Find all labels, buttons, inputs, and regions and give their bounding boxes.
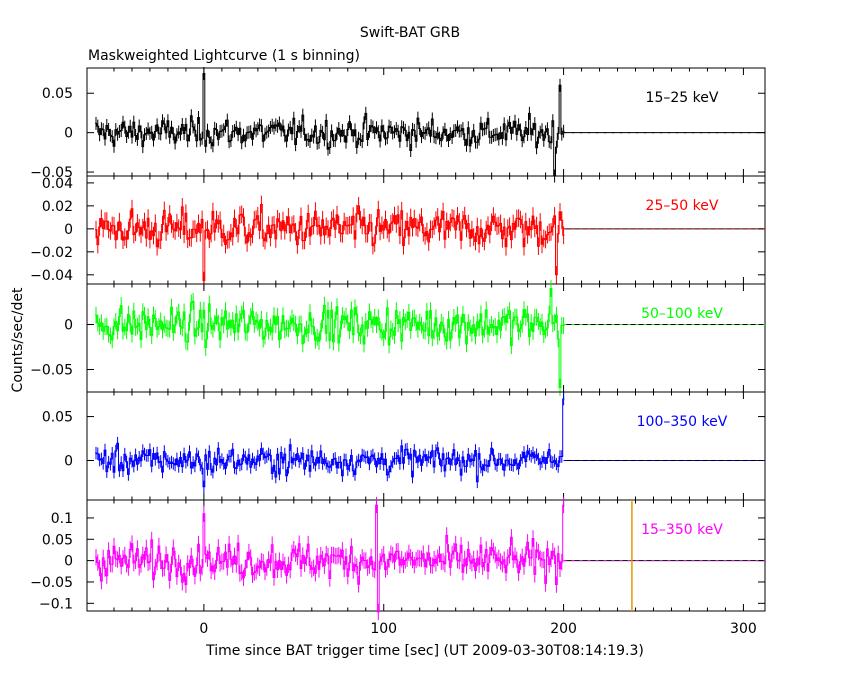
- band-label: 25–50 keV: [646, 198, 719, 214]
- panel-frame: [86, 391, 766, 501]
- light-curve: [95, 288, 565, 388]
- panel-2: −0.04 −0.02 0 0.02 0.04 25–50 keV: [30, 175, 766, 290]
- error-bars: [95, 195, 565, 290]
- panel-5: −0.1 −0.05 0 0.05 0.1 15–350 keV: [30, 496, 766, 621]
- error-bars: [95, 67, 565, 183]
- error-bars: [95, 496, 565, 621]
- y-tick-label: 0.1: [51, 511, 73, 527]
- panel-4: 0 0.05 100–350 keV: [42, 391, 766, 501]
- y-tick-label: −0.05: [30, 575, 73, 591]
- chart-subtitle: Maskweighted Lightcurve (1 s binning): [88, 48, 360, 64]
- y-tick-label: −0.05: [30, 363, 73, 379]
- panel-group: −0.05 0 0.05 15–25 keV −0.04 −0.02 0 0.02 0.04 25…: [30, 67, 766, 637]
- y-tick-label: 0.05: [42, 532, 73, 548]
- light-curve: [95, 73, 565, 177]
- light-curve: [95, 398, 565, 488]
- error-bars: [95, 392, 565, 494]
- band-label: 15–350 keV: [641, 522, 723, 538]
- chart-title: Swift-BAT GRB: [360, 25, 460, 41]
- error-bars: [95, 280, 565, 396]
- x-tick-label: 200: [550, 621, 577, 637]
- x-axis-label: Time since BAT trigger time [sec] (UT 20…: [205, 643, 644, 659]
- light-curve: [95, 204, 565, 282]
- y-tick-label: 0.05: [42, 86, 73, 102]
- x-tick-label: 0: [199, 621, 208, 637]
- y-tick-label: −0.02: [30, 245, 73, 261]
- y-tick-label: 0: [64, 318, 73, 334]
- y-tick-label: 0.02: [42, 199, 73, 215]
- y-tick-label: −0.05: [30, 165, 73, 181]
- y-tick-label: 0: [64, 222, 73, 238]
- y-tick-label: 0: [64, 554, 73, 570]
- panel-frame: [86, 499, 766, 612]
- panel-1: −0.05 0 0.05 15–25 keV: [30, 67, 766, 183]
- y-tick-label: 0: [64, 453, 73, 469]
- y-tick-label: −0.1: [39, 596, 73, 612]
- panel-3: −0.05 0 50–100 keV: [30, 280, 766, 396]
- x-tick-label: 100: [370, 621, 397, 637]
- band-label: 50–100 keV: [641, 306, 723, 322]
- x-tick-label: 300: [730, 621, 757, 637]
- y-tick-label: 0: [64, 126, 73, 142]
- band-label: 15–25 keV: [646, 90, 719, 106]
- y-tick-label: 0.04: [42, 176, 73, 192]
- light-curve: [95, 504, 565, 613]
- panel-frame: [86, 175, 766, 285]
- y-axis-label: Counts/sec/det: [10, 287, 26, 392]
- band-label: 100–350 keV: [637, 414, 728, 430]
- y-tick-label: −0.04: [30, 268, 73, 284]
- panel-frame: [86, 67, 766, 177]
- y-tick-label: 0.05: [42, 410, 73, 426]
